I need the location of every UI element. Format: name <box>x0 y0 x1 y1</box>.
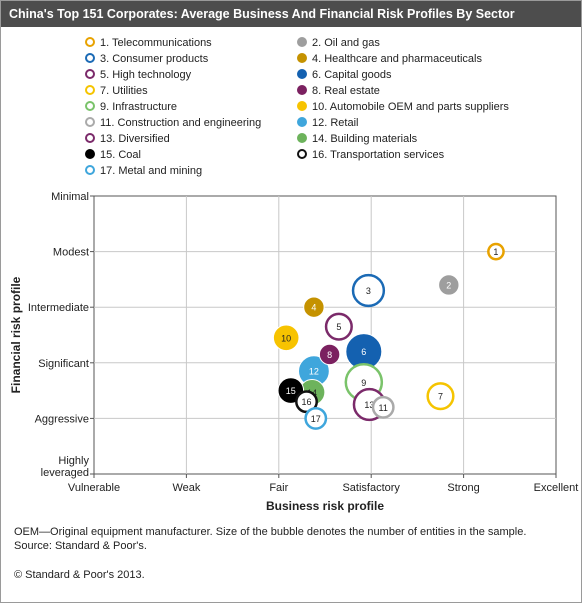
bubble-11 <box>371 395 395 419</box>
legend-label-1: 1. Telecommunications <box>100 37 212 49</box>
bubble-label-8: 8 <box>327 350 332 360</box>
legend-label-10: 10. Automobile OEM and parts suppliers <box>312 101 509 113</box>
y-tick-label: Modest <box>53 247 89 259</box>
bubble-1 <box>487 242 505 261</box>
bubble-5 <box>324 312 353 341</box>
bubble-10 <box>272 324 300 352</box>
legend-marker-16 <box>297 149 307 159</box>
legend-marker-8 <box>297 85 307 95</box>
legend-label-14: 14. Building materials <box>312 133 418 145</box>
legend-marker-4 <box>297 53 307 63</box>
x-tick-label: Strong <box>447 482 479 494</box>
x-tick-label: Vulnerable <box>68 482 120 494</box>
bubble-3 <box>351 273 386 308</box>
bubble-label-2: 2 <box>446 280 451 290</box>
bubble-2 <box>438 274 460 296</box>
x-tick-label: Satisfactory <box>342 482 400 494</box>
bubble-label-11: 11 <box>379 403 388 413</box>
chart-title: China's Top 151 Corporates: Average Busi… <box>1 1 581 27</box>
legend-marker-5 <box>85 69 95 79</box>
bubble-label-13: 13 <box>364 400 374 410</box>
legend-marker-2 <box>297 37 307 47</box>
legend-label-2: 2. Oil and gas <box>312 37 380 49</box>
bubble-7 <box>426 382 455 411</box>
y-tick-label: Intermediate <box>28 302 89 314</box>
legend-label-13: 13. Diversified <box>100 133 170 145</box>
legend-marker-11 <box>85 117 95 127</box>
plot-area <box>93 195 557 475</box>
bubble-label-3: 3 <box>366 286 371 296</box>
legend-label-5: 5. High technology <box>100 69 192 81</box>
bubble-label-5: 5 <box>336 322 341 332</box>
bubble-label-9: 9 <box>361 378 366 388</box>
y-tick-label: Minimal <box>51 191 89 203</box>
y-tick-label: Significant <box>38 358 89 370</box>
y-tick-label: leveraged <box>41 467 89 479</box>
legend-label-7: 7. Utilities <box>100 85 148 97</box>
legend-label-4: 4. Healthcare and pharmaceuticals <box>312 53 482 65</box>
legend-marker-9 <box>85 101 95 111</box>
copyright: © Standard & Poor's 2013. <box>14 569 145 581</box>
bubble-label-6: 6 <box>361 347 366 357</box>
legend-marker-13 <box>85 133 95 143</box>
legend-marker-10 <box>297 101 307 111</box>
bubble-label-1: 1 <box>493 247 498 257</box>
legend-label-11: 11. Construction and engineering <box>100 117 261 129</box>
legend-label-6: 6. Capital goods <box>312 69 392 81</box>
legend-marker-1 <box>85 37 95 47</box>
legend-marker-17 <box>85 165 95 175</box>
bubble-4 <box>303 296 325 318</box>
legend-marker-14 <box>297 133 307 143</box>
legend-label-9: 9. Infrastructure <box>100 101 177 113</box>
y-axis-title: Financial risk profile <box>9 276 23 393</box>
legend-marker-3 <box>85 53 95 63</box>
x-tick-label: Weak <box>172 482 200 494</box>
y-tick-label: Highly <box>58 455 89 467</box>
bubble-17 <box>304 406 328 430</box>
bubble-label-16: 16 <box>302 397 312 407</box>
legend-label-15: 15. Coal <box>100 149 141 161</box>
legend-marker-12 <box>297 117 307 127</box>
y-tick-label: Aggressive <box>35 413 89 425</box>
legend-label-17: 17. Metal and mining <box>100 165 202 177</box>
bubble-label-10: 10 <box>281 333 291 343</box>
footnote-definition: OEM—Original equipment manufacturer. Siz… <box>14 526 527 538</box>
bubble-8 <box>318 343 341 366</box>
x-tick-label: Fair <box>269 482 288 494</box>
bubble-label-17: 17 <box>311 414 321 424</box>
x-tick-label: Excellent <box>534 482 579 494</box>
legend-label-8: 8. Real estate <box>312 85 380 97</box>
legend-marker-7 <box>85 85 95 95</box>
legend-label-16: 16. Transportation services <box>312 149 445 161</box>
x-axis-title: Business risk profile <box>266 499 384 513</box>
bubble-label-12: 12 <box>309 367 319 377</box>
footnote-source: Source: Standard & Poor's. <box>14 540 147 552</box>
bubble-label-4: 4 <box>311 303 316 313</box>
legend-label-12: 12. Retail <box>312 117 358 129</box>
legend-marker-6 <box>297 69 307 79</box>
legend-label-3: 3. Consumer products <box>100 53 209 65</box>
bubble-label-7: 7 <box>438 392 443 402</box>
legend-marker-15 <box>85 149 95 159</box>
bubble-label-15: 15 <box>286 386 296 396</box>
